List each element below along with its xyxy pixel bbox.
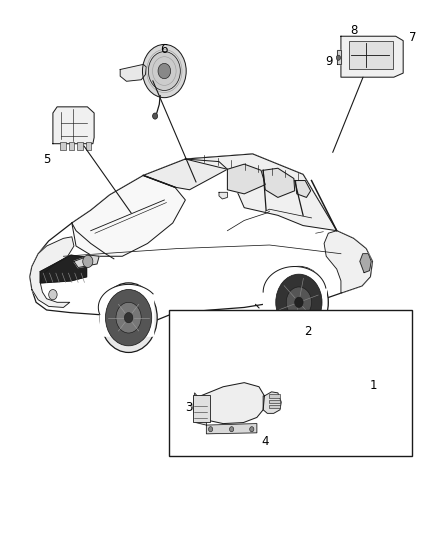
Polygon shape [120,64,146,81]
Polygon shape [324,231,372,293]
Bar [193,395,210,422]
Polygon shape [193,393,206,425]
Bar [77,142,83,150]
Circle shape [100,283,157,352]
Polygon shape [360,254,371,273]
Polygon shape [30,237,74,308]
Text: 3: 3 [185,401,192,414]
Text: 9: 9 [325,55,333,68]
Polygon shape [185,154,337,231]
Text: 7: 7 [409,31,416,44]
Text: 6: 6 [160,43,167,55]
Polygon shape [219,192,227,199]
Circle shape [276,274,322,330]
Circle shape [83,255,93,268]
Circle shape [286,287,311,318]
Bar [269,394,280,398]
Text: 2: 2 [304,326,312,338]
Bar [86,142,91,150]
Polygon shape [263,392,281,414]
Polygon shape [337,50,341,64]
Polygon shape [296,181,311,197]
Text: 8: 8 [350,23,357,37]
Circle shape [336,55,340,60]
Circle shape [148,52,180,91]
Circle shape [295,297,303,308]
Text: 1: 1 [370,379,378,392]
Text: 5: 5 [43,152,50,166]
Circle shape [116,302,141,333]
Circle shape [106,289,152,346]
Polygon shape [341,36,403,77]
Polygon shape [53,107,94,144]
Polygon shape [40,255,87,283]
Circle shape [142,44,186,98]
Bar [269,405,280,408]
Polygon shape [72,175,185,256]
Polygon shape [143,159,227,190]
Bar [60,142,66,150]
Bar [349,42,393,69]
Polygon shape [263,168,295,197]
Polygon shape [74,255,99,268]
Polygon shape [198,383,265,424]
Circle shape [49,289,57,300]
Text: 4: 4 [261,435,269,448]
Circle shape [124,312,133,323]
Polygon shape [30,154,372,324]
Bar [269,400,280,403]
Circle shape [230,426,234,432]
Circle shape [269,266,328,338]
Circle shape [208,426,213,432]
Circle shape [250,426,254,432]
Circle shape [158,63,171,79]
Polygon shape [227,164,265,194]
Bar [69,142,74,150]
Polygon shape [206,424,257,434]
Bar [169,310,413,456]
Circle shape [152,113,158,119]
